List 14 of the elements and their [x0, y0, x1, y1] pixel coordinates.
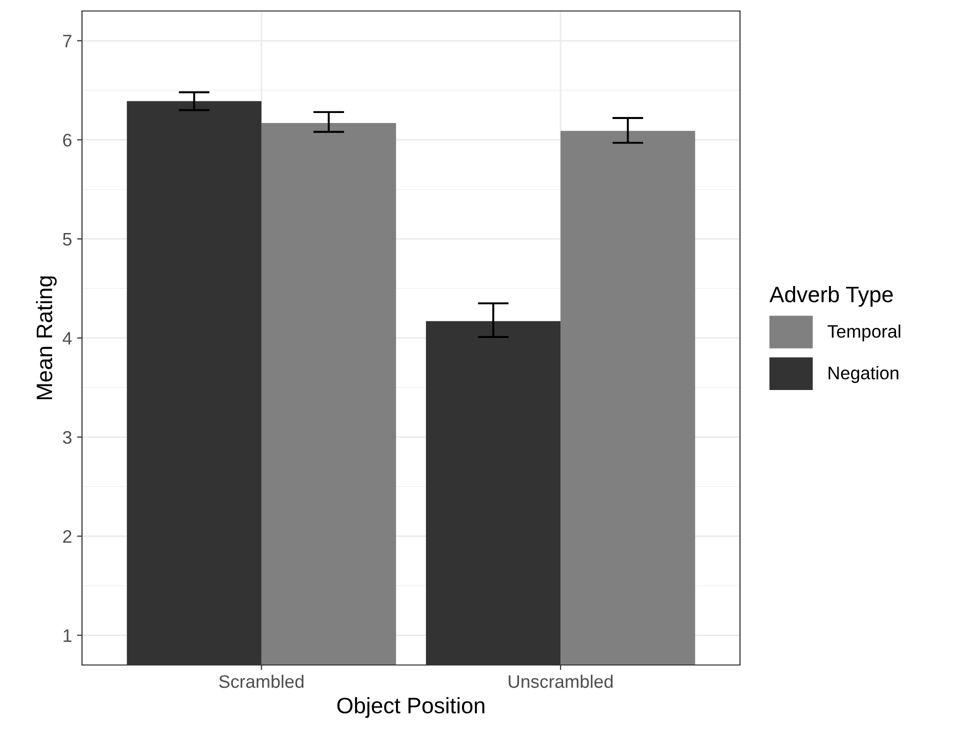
y-axis-title: Mean Rating: [36, 276, 57, 400]
x-axis-title: Object Position: [337, 697, 484, 718]
y-tick-label: 1: [64, 629, 72, 642]
y-tick-label: 7: [63, 34, 72, 48]
y-tick-label: 2: [63, 530, 72, 543]
y-tick-label: 5: [62, 233, 72, 246]
x-tick-label: Scrambled: [219, 674, 304, 688]
legend-label: Negation: [828, 366, 898, 383]
y-tick-label: 6: [63, 134, 72, 147]
y-tick-label: 4: [62, 332, 72, 345]
x-tick-label: Unscrambled: [508, 674, 613, 688]
legend-title: Adverb Type: [769, 286, 893, 307]
y-tick-label: 3: [62, 431, 72, 444]
legend-label: Temporal: [828, 324, 900, 342]
